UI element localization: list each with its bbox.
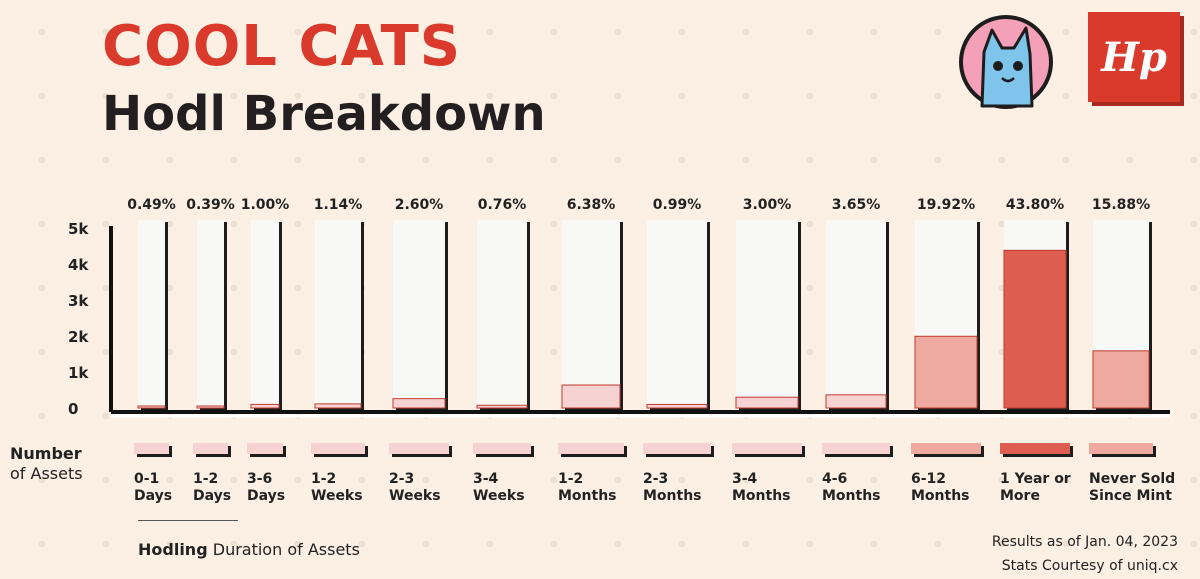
- bar: [646, 403, 708, 409]
- footer-divider: [138, 520, 238, 521]
- category-label-line1: 3-4: [732, 471, 758, 487]
- category-label-line2: Days: [193, 488, 231, 504]
- footer-notes: Results as of Jan. 04, 2023 Stats Courte…: [992, 530, 1178, 578]
- bar-percent-label: 0.76%: [478, 197, 527, 213]
- bar-track: [138, 220, 165, 408]
- bar-percent-label: 0.99%: [653, 197, 702, 213]
- legend-swatch: [389, 443, 449, 454]
- y-tick-label: 4k: [68, 256, 89, 274]
- bar-track: [562, 220, 620, 408]
- bar-percent-label: 19.92%: [917, 197, 975, 213]
- category-label-line1: Never Sold: [1089, 471, 1175, 487]
- bar-track: [393, 220, 445, 408]
- bar-track: [477, 220, 527, 408]
- legend-swatch: [1000, 443, 1070, 454]
- page-title: COOL CATS: [102, 14, 462, 79]
- publisher-logo: Hp: [1088, 12, 1180, 102]
- category-label-line1: 3-6: [247, 471, 272, 487]
- category-label-line2: Months: [643, 488, 702, 504]
- bar-percent-label: 6.38%: [567, 197, 616, 213]
- y-tick-label: 0: [68, 400, 78, 418]
- bar-track: [197, 220, 224, 408]
- bar-percent-label: 0.39%: [186, 197, 235, 213]
- bar-track: [315, 220, 361, 408]
- bar: [196, 405, 225, 409]
- legend-swatch: [1089, 443, 1153, 454]
- bar: [250, 403, 280, 409]
- legend-swatch: [247, 443, 283, 454]
- bar: [735, 396, 799, 409]
- y-axis-label-line1: Number: [10, 444, 82, 463]
- category-label-line2: Weeks: [473, 488, 525, 504]
- legend-swatch: [558, 443, 624, 454]
- category-label-line2: Weeks: [389, 488, 441, 504]
- category-label-line2: Days: [247, 488, 285, 504]
- legend-swatch: [643, 443, 711, 454]
- bar-percent-label: 15.88%: [1092, 197, 1150, 213]
- category-label-line2: Since Mint: [1089, 488, 1172, 504]
- category-label-line1: 6-12: [911, 471, 946, 487]
- bar: [1003, 249, 1067, 409]
- legend-swatch: [134, 443, 169, 454]
- bar-percent-label: 3.00%: [743, 197, 792, 213]
- category-label-line1: 2-3: [643, 471, 668, 487]
- bar: [137, 405, 166, 409]
- y-axis-label: Number of Assets: [10, 444, 83, 484]
- bar: [1092, 350, 1150, 409]
- category-label-line1: 3-4: [473, 471, 499, 487]
- bar: [825, 394, 887, 409]
- source-note: Stats Courtesy of uniq.cx: [1001, 558, 1178, 574]
- bar-track: [736, 220, 798, 408]
- bar-track: [826, 220, 886, 408]
- bar-percent-label: 2.60%: [395, 197, 444, 213]
- bar-percent-label: 1.00%: [241, 197, 290, 213]
- y-tick-label: 3k: [68, 292, 89, 310]
- bar: [392, 398, 446, 409]
- category-label-line1: 4-6: [822, 471, 847, 487]
- category-label-line1: 2-3: [389, 471, 414, 487]
- bar: [914, 335, 978, 409]
- category-label-line2: Days: [134, 488, 172, 504]
- category-label-line2: Weeks: [311, 488, 363, 504]
- legend-swatch: [193, 443, 228, 454]
- category-label-line2: More: [1000, 488, 1040, 504]
- category-label-line1: 1 Year or: [1000, 471, 1071, 487]
- bar-percent-label: 43.80%: [1006, 197, 1064, 213]
- legend-swatch: [732, 443, 802, 454]
- y-tick-label: 5k: [68, 220, 89, 238]
- legend-swatch: [911, 443, 981, 454]
- category-label-line1: 1-2: [193, 471, 218, 487]
- bar-percent-label: 0.49%: [127, 197, 176, 213]
- category-label-line2: Months: [822, 488, 881, 504]
- category-label-line1: 1-2: [311, 471, 336, 487]
- publisher-logo-text: Hp: [1101, 33, 1167, 81]
- legend-swatch: [311, 443, 365, 454]
- category-label-line2: Months: [558, 488, 617, 504]
- bar: [476, 404, 528, 409]
- cool-cats-logo: [959, 15, 1053, 109]
- bar: [314, 403, 362, 409]
- y-tick-label: 1k: [68, 364, 89, 382]
- bar-track: [251, 220, 279, 408]
- category-label-line1: 1-2: [558, 471, 583, 487]
- category-label-line2: Months: [911, 488, 970, 504]
- results-date-note: Results as of Jan. 04, 2023: [991, 534, 1178, 550]
- category-label-line2: Months: [732, 488, 791, 504]
- y-tick-label: 2k: [68, 328, 89, 346]
- bar-track: [647, 220, 707, 408]
- bar-percent-label: 3.65%: [832, 197, 881, 213]
- hodl-bar-chart: 01k2k3k4k5k0.49%0-1Days0.39%1-2Days1.00%…: [68, 197, 1175, 504]
- category-label-line1: 0-1: [134, 471, 159, 487]
- x-axis-title: Hodling Duration of Assets: [138, 540, 360, 559]
- legend-swatch: [473, 443, 531, 454]
- bar: [561, 384, 621, 409]
- page-subtitle: Hodl Breakdown: [102, 86, 546, 142]
- x-axis-title-bold: Hodling: [138, 540, 208, 559]
- bar-percent-label: 1.14%: [314, 197, 363, 213]
- y-axis-label-line2: of Assets: [10, 464, 83, 483]
- x-axis-title-rest: Duration of Assets: [207, 540, 360, 559]
- legend-swatch: [822, 443, 890, 454]
